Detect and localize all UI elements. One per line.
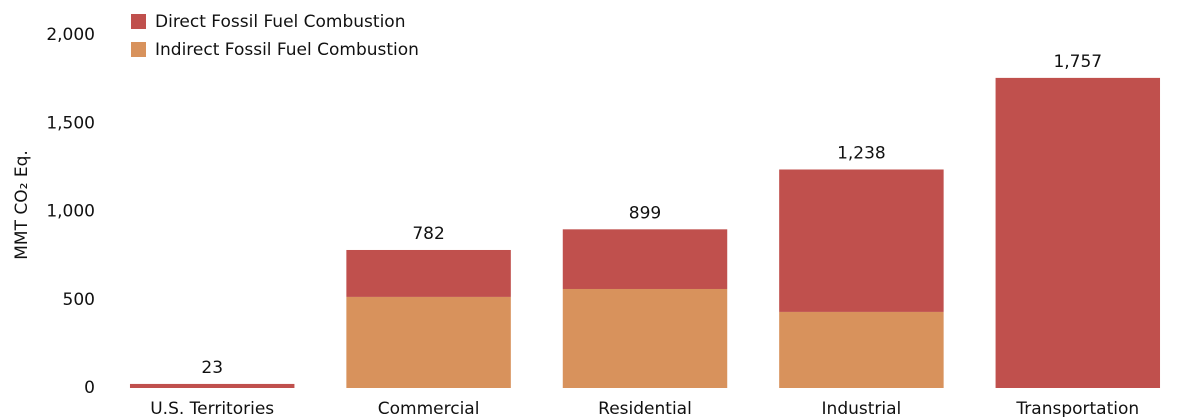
bar-segment	[779, 311, 944, 388]
y-tick-label: 500	[63, 290, 95, 310]
x-tick-label: Transportation	[1015, 399, 1139, 417]
x-tick-label: Commercial	[378, 399, 480, 417]
bar-segment	[779, 169, 944, 312]
bar-segment	[562, 229, 728, 289]
legend-swatch	[131, 42, 146, 57]
bar-segment	[346, 296, 511, 388]
y-tick-label: 1,000	[46, 202, 95, 222]
total-label: 782	[412, 224, 444, 244]
y-tick-label: 0	[84, 378, 95, 398]
bar-segment	[129, 383, 295, 388]
bar-segment	[346, 249, 511, 297]
x-tick-label: U.S. Territories	[150, 399, 274, 417]
bar-segment	[562, 288, 728, 388]
bar-segment	[995, 77, 1161, 389]
legend-swatch	[131, 14, 146, 29]
total-label: 23	[201, 358, 223, 378]
legend-label: Direct Fossil Fuel Combustion	[155, 12, 405, 32]
x-tick-label: Industrial	[822, 399, 902, 417]
y-tick-label: 2,000	[46, 25, 95, 45]
x-tick-label: Residential	[598, 399, 692, 417]
y-axis-label: MMT CO₂ Eq.	[12, 150, 32, 260]
legend-label: Indirect Fossil Fuel Combustion	[155, 40, 419, 60]
y-tick-label: 1,500	[46, 113, 95, 133]
total-label: 899	[629, 203, 661, 223]
total-label: 1,757	[1053, 52, 1102, 72]
total-label: 1,238	[837, 143, 886, 163]
